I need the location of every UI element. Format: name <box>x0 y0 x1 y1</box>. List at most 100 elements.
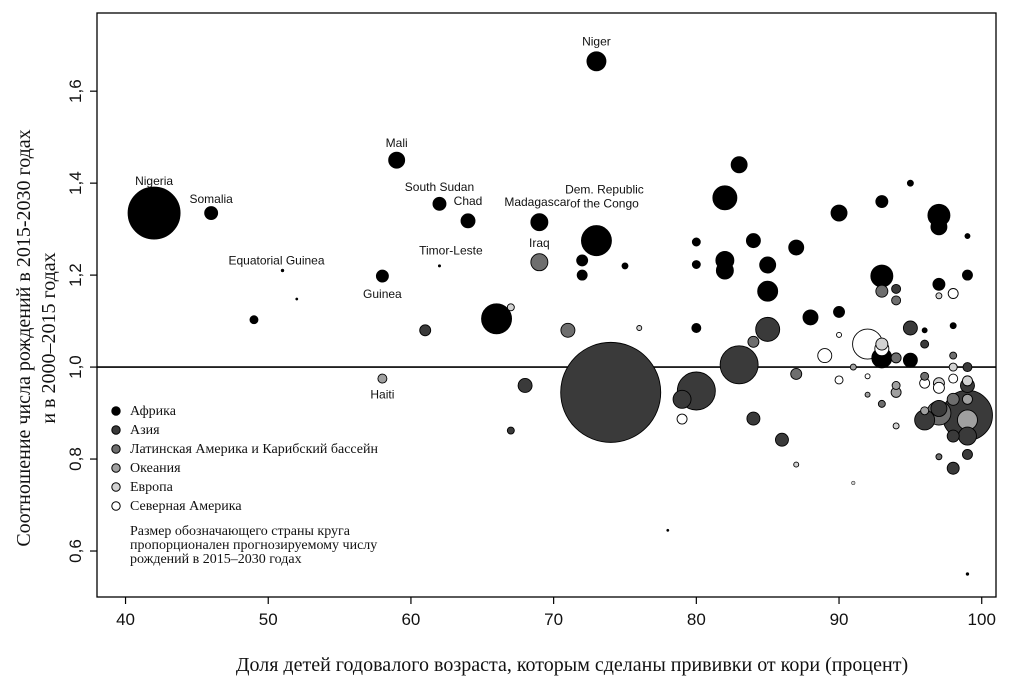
point-asia <box>506 426 515 435</box>
legend-marker-north-america <box>111 501 121 511</box>
point-oceania <box>864 391 871 398</box>
point-label: South Sudan <box>405 180 474 194</box>
size-note-line: пропорционален прогнозируемому числу <box>130 538 377 553</box>
point-chad <box>460 213 476 229</box>
point-africa <box>249 315 259 325</box>
point-africa <box>745 233 761 249</box>
point-asia <box>891 283 902 294</box>
point-africa <box>870 264 894 288</box>
point-oceania <box>920 406 930 416</box>
point-label: of the Congo <box>570 197 639 211</box>
point-africa <box>965 572 970 576</box>
point-north-america <box>836 331 842 338</box>
point-asia <box>958 426 977 446</box>
point-asia <box>930 400 948 417</box>
point-africa <box>666 528 670 532</box>
point-label: Guinea <box>363 287 402 301</box>
point-latin-america <box>891 295 902 306</box>
point-asia <box>962 448 973 460</box>
y-axis-label-line-2: и в 2000–2015 годах <box>38 252 60 423</box>
point-africa <box>295 297 299 301</box>
point-europe <box>892 422 900 430</box>
point-oceania <box>962 393 973 405</box>
point-africa <box>691 323 702 333</box>
point-latin-america <box>790 368 803 380</box>
point-guinea <box>375 269 389 283</box>
point-latin-america <box>560 322 576 338</box>
legend-marker-latin-america <box>111 444 121 454</box>
point-africa <box>576 254 589 267</box>
point-africa <box>830 204 848 222</box>
point-timor-leste <box>437 264 441 268</box>
y-tick-label: 1,2 <box>66 263 85 287</box>
point-asia <box>672 389 692 409</box>
point-africa <box>930 218 948 236</box>
point-africa <box>788 239 805 256</box>
point-europe <box>948 362 958 372</box>
y-tick-label: 0,6 <box>66 539 85 563</box>
point-oceania <box>849 363 857 371</box>
point-africa <box>949 322 957 330</box>
y-axis-label-line-1: Соотношение числа рождений в 2015-2030 г… <box>13 129 35 546</box>
x-tick-label: 70 <box>544 610 563 629</box>
legend-label-latin-america: Латинская Америка и Карибский бассейн <box>130 442 379 457</box>
plot-frame <box>96 12 997 598</box>
legend-label-north-america: Северная Америка <box>130 499 242 514</box>
point-latin-america <box>920 371 930 381</box>
point-north-america <box>676 413 688 425</box>
y-tick-label: 0,8 <box>66 447 85 471</box>
legend-marker-africa <box>111 406 121 416</box>
point-asia <box>946 429 960 443</box>
point-asia <box>560 341 662 443</box>
point-label: Equatorial Guinea <box>228 254 324 268</box>
point-mali <box>388 151 406 169</box>
y-tick-label: 1,0 <box>66 355 85 379</box>
legend-marker-asia <box>111 425 121 435</box>
point-label: Iraq <box>529 236 550 250</box>
y-axis: 0,6 0,8 1,0 1,2 1,4 1,6 <box>66 79 97 563</box>
point-africa <box>730 156 748 174</box>
point-europe <box>506 303 515 312</box>
point-africa <box>759 256 777 274</box>
point-africa <box>833 305 845 318</box>
point-north-america <box>834 375 844 385</box>
point-north-america <box>932 381 945 394</box>
x-axis-label: Доля детей годовалого возраста, которым … <box>236 654 908 676</box>
point-asia <box>946 461 960 475</box>
point-africa <box>932 277 946 291</box>
point-label: Mali <box>386 136 408 150</box>
point-africa <box>964 233 971 239</box>
point-label: Haiti <box>370 388 394 402</box>
size-note-line: рождений в 2015–2030 годах <box>130 552 302 567</box>
legend: Африка Азия Латинская Америка и Карибский … <box>111 404 379 514</box>
legend-label-europe: Европа <box>130 480 174 495</box>
legend-label-africa: Африка <box>130 404 177 419</box>
point-dem-republic-of-the-congo <box>580 225 612 257</box>
point-asia <box>962 362 973 373</box>
x-tick-label: 50 <box>259 610 278 629</box>
point-label: Dem. Republic <box>565 183 644 197</box>
point-africa <box>576 269 588 281</box>
points-layer <box>127 51 993 576</box>
size-note: Размер обозначающего страны кругапропорц… <box>130 524 377 567</box>
point-africa <box>906 179 914 187</box>
point-africa <box>691 260 701 269</box>
point-label: Chad <box>454 194 483 208</box>
point-africa <box>757 280 779 302</box>
point-latin-america <box>877 399 886 408</box>
x-tick-label: 60 <box>401 610 420 629</box>
point-somalia <box>204 206 219 220</box>
point-europe <box>636 325 643 331</box>
x-tick-label: 80 <box>687 610 706 629</box>
point-africa <box>875 195 889 208</box>
point-asia <box>746 411 761 426</box>
legend-marker-europe <box>111 482 121 492</box>
point-europe <box>875 337 889 351</box>
point-label: Somalia <box>189 192 233 206</box>
point-europe <box>935 292 943 300</box>
point-asia <box>719 345 759 385</box>
point-nigeria <box>127 186 181 240</box>
